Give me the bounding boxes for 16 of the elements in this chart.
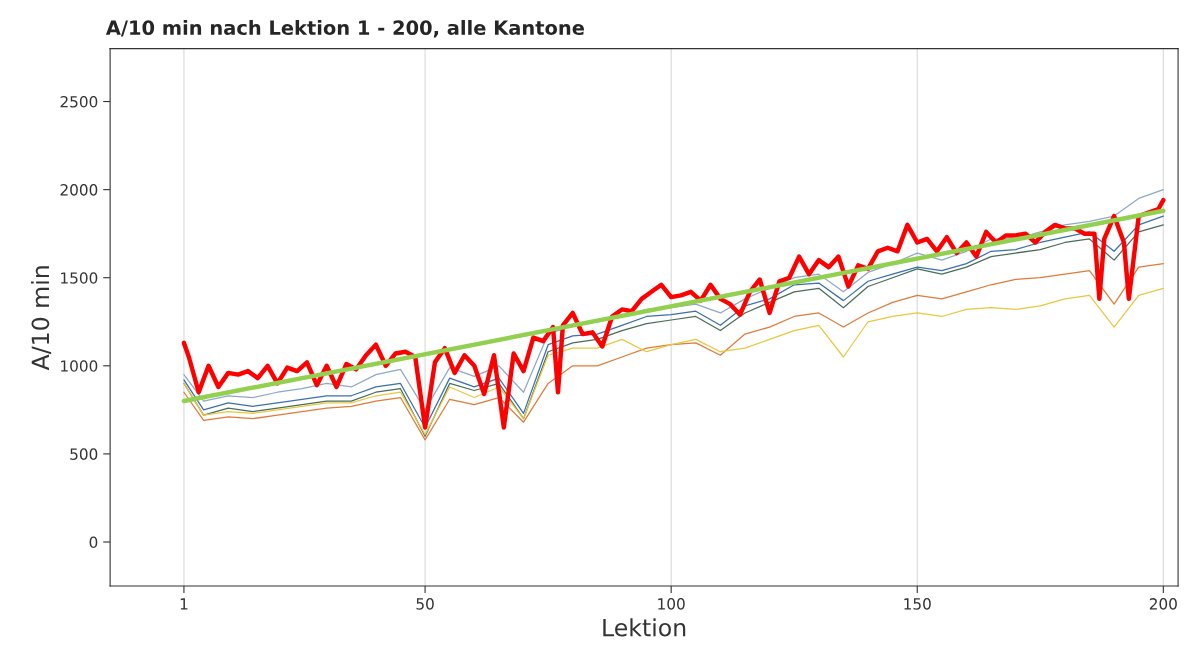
chart-title: A/10 min nach Lektion 1 - 200, alle Kantone — [105, 20, 584, 38]
x-tick-label: 50 — [416, 598, 434, 610]
y-tick-label: 2000 — [60, 184, 98, 196]
y-tick-label: 1000 — [61, 360, 98, 372]
x-tick-label: 1 — [180, 598, 188, 610]
x-tick-label: 100 — [658, 598, 685, 610]
y-tick-label: 0 — [89, 536, 98, 549]
x-tick-label: 200 — [1149, 598, 1177, 610]
y-axis-title: A/10 min — [31, 266, 52, 371]
y-tick-label: 2500 — [60, 96, 98, 108]
y-tick-label: 1500 — [61, 272, 98, 284]
x-axis-title: Lektion — [603, 618, 686, 637]
y-tick-label: 500 — [70, 448, 98, 460]
x-tick-label: 150 — [904, 598, 931, 610]
line-series — [183, 262, 1164, 441]
line-series — [183, 287, 1164, 436]
